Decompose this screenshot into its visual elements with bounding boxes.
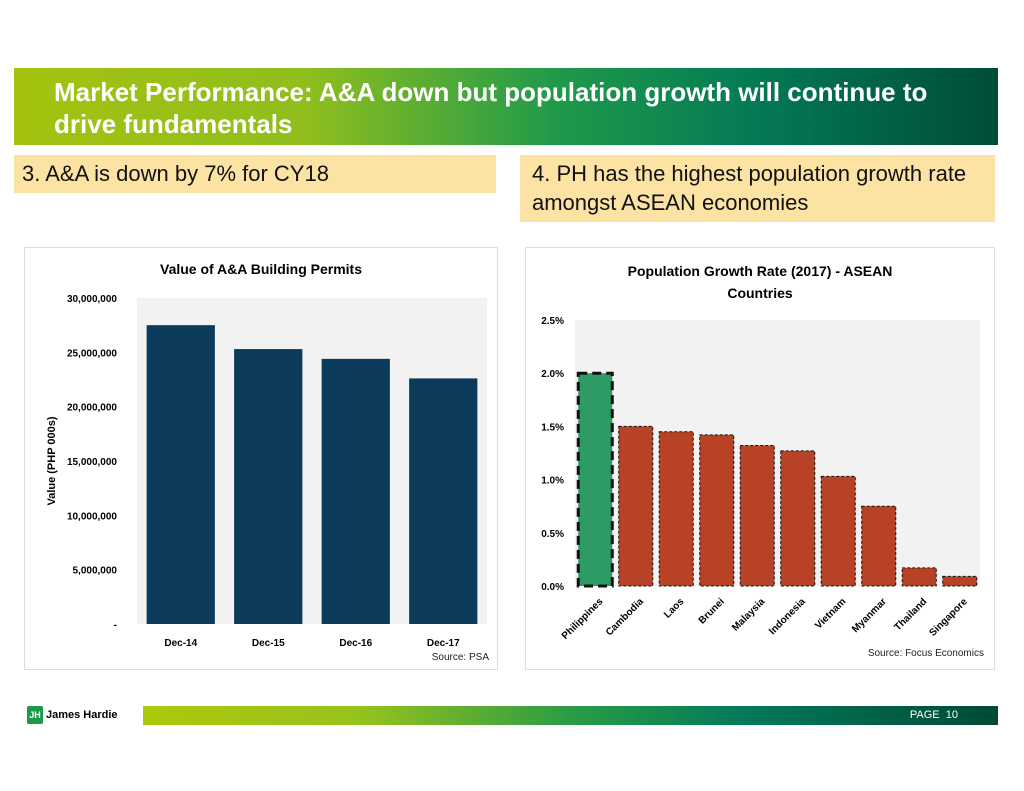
population-chart-panel: Population Growth Rate (2017) - ASEAN Cou… xyxy=(525,247,995,670)
page-number: 10 xyxy=(945,709,958,721)
x-tick-label: Myanmar xyxy=(850,596,889,635)
x-tick-label: Malaysia xyxy=(730,596,768,634)
x-tick-label: Dec-17 xyxy=(427,638,460,649)
y-tick-label: - xyxy=(114,620,117,631)
subtitle-right: 4. PH has the highest population growth … xyxy=(520,155,995,222)
header-banner: Market Performance: A&A down but populat… xyxy=(14,68,998,145)
permits-chart: Value of A&A Building Permits - 5,000,000 1… xyxy=(46,261,487,649)
x-tick-label: Laos xyxy=(662,596,687,621)
page-title: Market Performance: A&A down but populat… xyxy=(54,77,928,139)
x-tick-label: Philippines xyxy=(560,596,606,642)
james-hardie-logo: JH James Hardie xyxy=(27,706,118,724)
y-tick-label: 2.5% xyxy=(541,316,564,327)
bar-indonesia xyxy=(780,450,816,587)
x-tick-label: Vietnam xyxy=(813,596,848,631)
x-tick-label: Singapore xyxy=(928,596,971,639)
bar-malaysia xyxy=(739,445,775,587)
y-tick-label: 5,000,000 xyxy=(73,566,118,577)
permits-chart-panel: Value of A&A Building Permits - 5,000,000 1… xyxy=(24,247,498,670)
bar-thailand xyxy=(901,567,937,587)
bar-dec-14 xyxy=(146,325,215,624)
y-tick-label: 10,000,000 xyxy=(67,511,117,522)
footer-bar: PAGE 10 xyxy=(143,706,998,725)
population-chart: Population Growth Rate (2017) - ASEAN Cou… xyxy=(541,263,980,642)
y-tick-label: 15,000,000 xyxy=(67,457,117,468)
y-tick-label: 0.5% xyxy=(541,529,564,540)
bar-dec-15 xyxy=(234,349,303,624)
x-tick-label: Dec-14 xyxy=(164,638,197,649)
y-tick-label: 20,000,000 xyxy=(67,403,117,414)
x-tick-label: Cambodia xyxy=(604,596,646,638)
bar-singapore xyxy=(942,575,978,587)
x-tick-label: Indonesia xyxy=(767,596,808,637)
page-indicator: PAGE 10 xyxy=(910,709,958,721)
x-tick-label: Brunei xyxy=(697,596,727,626)
chart-title-line2: Countries xyxy=(727,285,793,301)
bar-dec-17 xyxy=(409,378,478,624)
page-label: PAGE xyxy=(909,709,940,721)
brand-name: James Hardie xyxy=(46,709,118,721)
chart-title: Value of A&A Building Permits xyxy=(160,261,362,277)
y-tick-label: 0.0% xyxy=(541,582,564,593)
bar-cambodia xyxy=(618,425,654,587)
logo-icon: JH xyxy=(27,706,43,724)
bar-vietnam xyxy=(820,475,856,587)
y-tick-label: 2.0% xyxy=(541,369,564,380)
bar-dec-16 xyxy=(321,358,390,624)
x-tick-label: Dec-16 xyxy=(339,638,372,649)
chart-title: Population Growth Rate (2017) - ASEAN xyxy=(628,263,893,279)
y-tick-label: 25,000,000 xyxy=(67,348,117,359)
bar-myanmar xyxy=(861,505,897,587)
x-tick-label: Thailand xyxy=(893,596,930,633)
bar-philippines xyxy=(576,371,614,588)
permits-source: Source: PSA xyxy=(431,652,489,663)
bar-laos xyxy=(658,431,694,587)
x-tick-label: Dec-15 xyxy=(252,638,285,649)
population-source: Source: Focus Economics xyxy=(867,648,984,659)
y-axis-label: Value (PHP 000s) xyxy=(46,416,58,505)
y-tick-label: 30,000,000 xyxy=(67,294,117,305)
y-tick-label: 1.0% xyxy=(541,476,564,487)
y-tick-label: 1.5% xyxy=(541,422,564,433)
subtitle-left: 3. A&A is down by 7% for CY18 xyxy=(14,155,496,193)
bar-brunei xyxy=(699,434,735,587)
